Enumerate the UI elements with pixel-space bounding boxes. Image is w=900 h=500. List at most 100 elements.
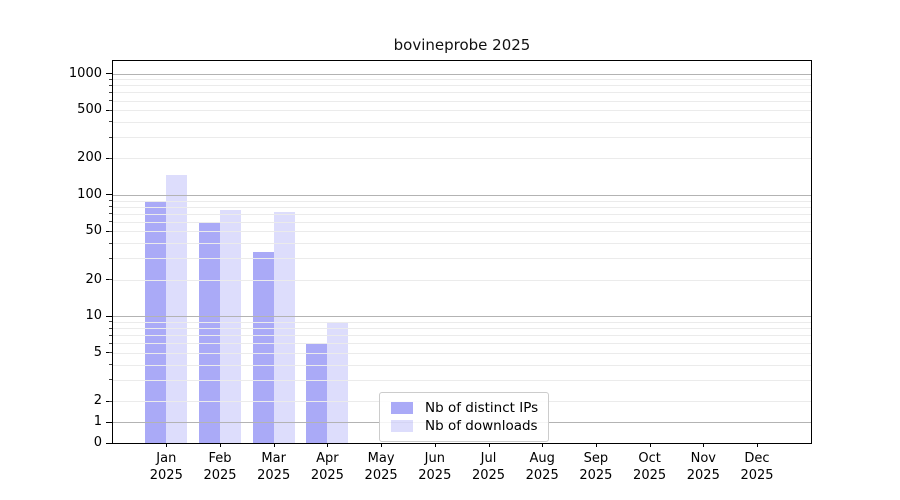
- y-minor-tick-mark: [109, 91, 112, 93]
- x-tick-label: Oct 2025: [618, 450, 682, 484]
- x-tick-month: Apr: [316, 451, 339, 466]
- legend-label-downloads: Nb of downloads: [425, 417, 538, 434]
- x-tick-month: Aug: [529, 451, 555, 466]
- bar-downloads: [220, 210, 241, 443]
- x-tick-label: Feb 2025: [188, 450, 252, 484]
- gridline-minor: [113, 92, 811, 94]
- x-tick-mark: [273, 443, 275, 447]
- x-tick-mark: [542, 443, 544, 447]
- y-tick-label: 0: [93, 435, 102, 450]
- x-tick-label: Dec 2025: [725, 450, 789, 484]
- y-minor-tick-mark: [109, 379, 112, 381]
- gridline-minor: [113, 364, 811, 366]
- y-tick-mark: [106, 315, 112, 317]
- x-tick-label: Jun 2025: [403, 450, 467, 484]
- gridline-minor: [113, 85, 811, 87]
- y-tick-label: 100: [77, 186, 102, 202]
- gridline-minor: [113, 137, 811, 138]
- y-minor-tick-mark: [109, 100, 112, 101]
- y-minor-tick-mark: [109, 84, 112, 86]
- y-minor-tick-mark: [109, 109, 112, 111]
- y-minor-tick-mark: [109, 364, 112, 365]
- x-tick-label: Jul 2025: [457, 450, 521, 484]
- gridline-major: [113, 316, 811, 318]
- gridline-minor: [113, 221, 811, 223]
- x-tick-month: Sep: [583, 451, 609, 466]
- gridline-minor: [113, 379, 811, 381]
- x-tick-year: 2025: [257, 468, 291, 483]
- gridline-minor: [113, 110, 811, 112]
- x-tick-mark: [595, 443, 597, 447]
- gridline-minor: [113, 79, 811, 81]
- x-tick-year: 2025: [364, 468, 398, 483]
- x-tick-month: Jul: [480, 451, 497, 466]
- legend-item-downloads: Nb of downloads: [380, 417, 548, 434]
- y-tick-mark: [106, 194, 112, 196]
- x-tick-label: Sep 2025: [564, 450, 628, 484]
- y-minor-tick-mark: [109, 257, 112, 259]
- x-tick-month: Jun: [424, 451, 445, 466]
- bar-downloads: [166, 175, 188, 443]
- y-minor-tick-mark: [109, 206, 112, 208]
- x-tick-mark: [649, 443, 651, 447]
- gridline-minor: [113, 258, 811, 260]
- gridline-minor: [113, 335, 811, 336]
- x-tick-label: May 2025: [349, 450, 413, 484]
- y-minor-tick-mark: [109, 400, 112, 402]
- x-tick-month: Dec: [744, 451, 770, 466]
- x-tick-month: Feb: [208, 451, 232, 466]
- gridline-minor: [113, 213, 811, 215]
- y-minor-tick-mark: [109, 230, 112, 232]
- y-minor-tick-mark: [109, 136, 112, 138]
- gridline-minor: [113, 328, 811, 329]
- y-minor-tick-mark: [109, 200, 112, 201]
- y-tick-mark: [106, 442, 112, 444]
- legend-swatch-downloads: [391, 419, 413, 432]
- y-minor-tick-mark: [109, 121, 112, 123]
- x-tick-year: 2025: [471, 468, 506, 483]
- x-tick-year: 2025: [633, 468, 667, 483]
- y-minor-tick-mark: [109, 78, 112, 80]
- y-tick-label: 500: [77, 102, 102, 118]
- y-tick-label: 20: [85, 271, 102, 287]
- y-minor-tick-mark: [109, 334, 112, 336]
- gridline-minor: [113, 158, 811, 160]
- y-tick-label: 2: [93, 393, 102, 408]
- x-tick-year: 2025: [686, 468, 720, 483]
- x-tick-year: 2025: [310, 468, 344, 483]
- x-tick-year: 2025: [740, 468, 774, 483]
- x-tick-mark: [488, 443, 490, 447]
- bar-distinct-ips: [252, 251, 274, 443]
- y-minor-tick-mark: [109, 242, 112, 244]
- x-tick-month: May: [367, 451, 395, 466]
- y-tick-label: 5: [93, 344, 102, 360]
- gridline-major: [113, 194, 811, 196]
- y-tick-label: 1: [93, 414, 102, 429]
- y-minor-tick-mark: [109, 221, 112, 223]
- x-tick-label: Apr 2025: [295, 450, 359, 484]
- chart-legend: Nb of distinct IPs Nb of downloads: [379, 392, 549, 442]
- x-tick-mark: [166, 443, 168, 447]
- x-tick-mark: [757, 443, 758, 447]
- x-tick-mark: [327, 443, 329, 447]
- x-tick-month: Nov: [690, 451, 716, 466]
- y-tick-label: 10: [85, 308, 102, 324]
- x-tick-month: Jan: [156, 451, 177, 466]
- gridline-minor: [113, 343, 811, 345]
- x-tick-month: Mar: [261, 451, 286, 466]
- plot-area: Nb of distinct IPs Nb of downloads: [112, 60, 812, 444]
- y-minor-tick-mark: [109, 327, 112, 329]
- x-tick-year: 2025: [203, 468, 237, 483]
- x-tick-year: 2025: [525, 468, 559, 483]
- gridline-minor: [113, 352, 811, 354]
- x-tick-mark: [434, 443, 436, 447]
- y-minor-tick-mark: [109, 213, 112, 215]
- x-tick-label: Aug 2025: [510, 450, 574, 484]
- x-tick-year: 2025: [579, 468, 613, 483]
- legend-swatch-distinct-ips: [391, 401, 413, 414]
- x-tick-mark: [220, 443, 221, 447]
- legend-label-distinct-ips: Nb of distinct IPs: [425, 399, 539, 416]
- y-minor-tick-mark: [109, 352, 112, 354]
- bar-distinct-ips: [199, 222, 220, 443]
